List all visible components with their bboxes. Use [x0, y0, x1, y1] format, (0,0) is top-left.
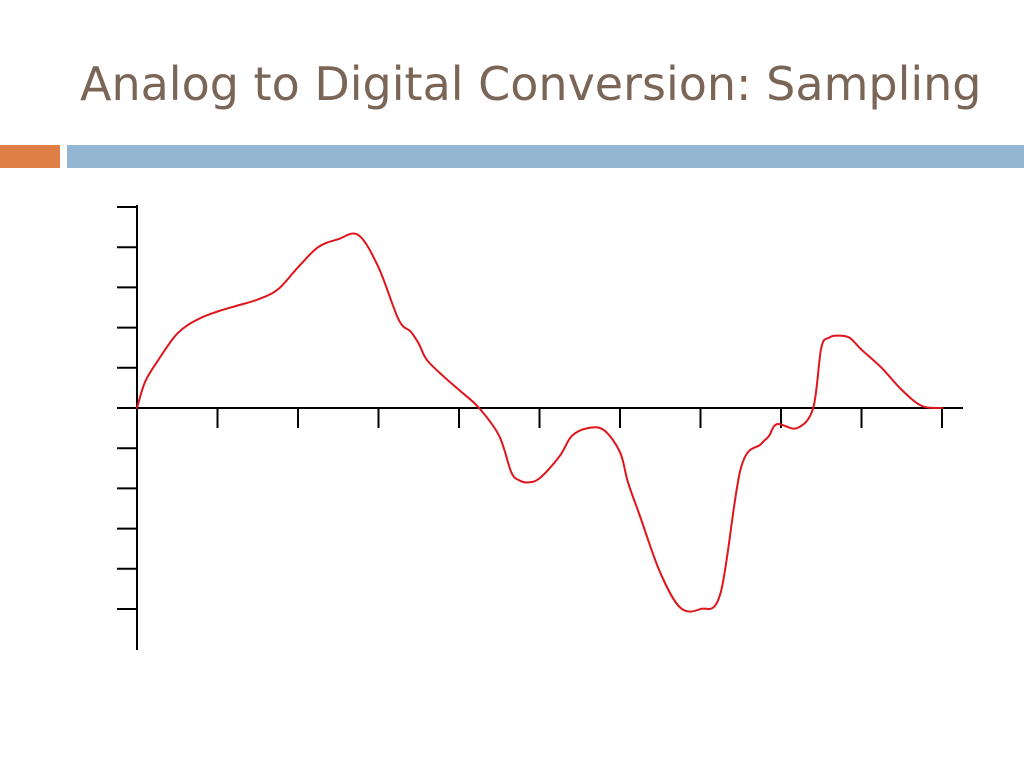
title-accent-bar	[0, 145, 60, 168]
slide-title: Analog to Digital Conversion: Sampling	[80, 57, 982, 111]
series-line-0	[136, 232, 943, 613]
title-divider-bar	[67, 145, 1024, 168]
